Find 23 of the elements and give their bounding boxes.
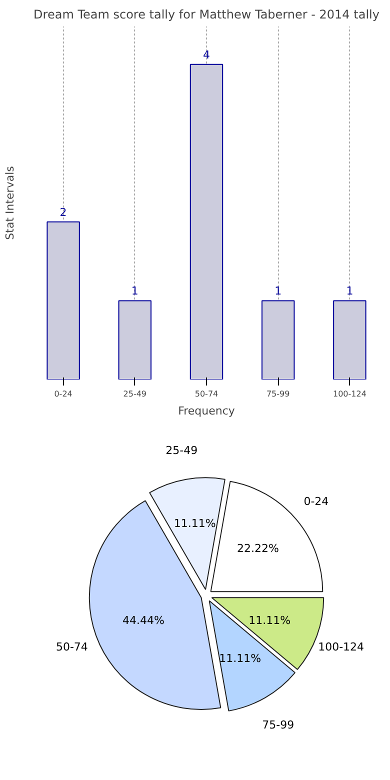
data-label: 11.11%: [219, 652, 262, 666]
x-tick-label: 0-24: [54, 390, 72, 398]
x-tick-label: 100-124: [332, 390, 366, 398]
slice-label: 0-24: [304, 494, 329, 508]
data-label: 2: [60, 206, 67, 219]
slice-label: 75-99: [262, 718, 294, 732]
x-tick-label: 25-49: [123, 390, 147, 398]
data-label: 1: [274, 284, 282, 298]
slice-label: 25-49: [166, 444, 198, 458]
data-label: 4: [203, 48, 210, 62]
slice-label: 50-74: [56, 640, 88, 654]
y-axis-title: Stat Intervals: [4, 166, 16, 240]
x-tick-label: 50-74: [194, 390, 218, 398]
data-label: 1: [131, 284, 138, 298]
data-label: 44.44%: [122, 614, 164, 627]
x-axis-title: Frequency: [178, 404, 236, 418]
data-label: 22.22%: [236, 542, 279, 556]
data-label: 11.11%: [248, 614, 291, 627]
chart-title: Dream Team score tally for Matthew Taberner - 2014 tally: [34, 8, 380, 22]
x-tick-label: 75-99: [266, 390, 290, 398]
data-label: 11.11%: [174, 517, 216, 530]
slice-label: 100-124: [318, 640, 364, 654]
data-label: 1: [346, 284, 354, 298]
